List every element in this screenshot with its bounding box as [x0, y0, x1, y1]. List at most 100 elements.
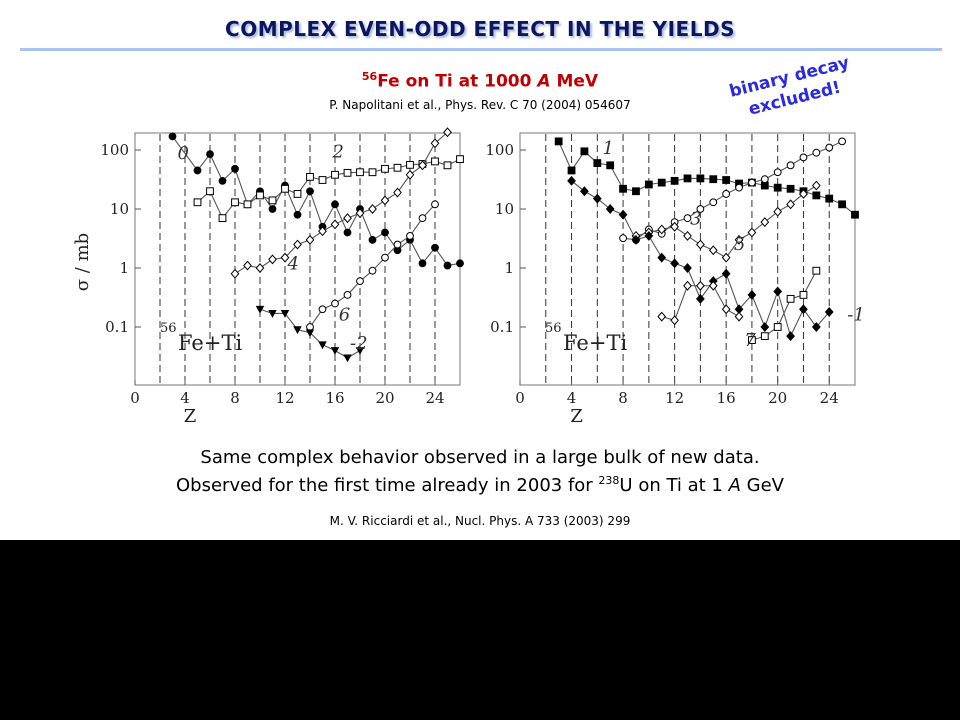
data-point	[280, 310, 290, 318]
y-tick-label: 10	[495, 200, 514, 218]
x-axis-label: Z	[570, 406, 583, 427]
data-point	[405, 169, 415, 180]
data-point	[193, 198, 202, 207]
data-point	[786, 199, 795, 210]
data-point	[231, 164, 239, 173]
series-line	[309, 203, 436, 328]
y-tick-label: 0.1	[105, 318, 129, 336]
title-underline	[20, 48, 942, 51]
data-point	[709, 198, 718, 207]
series-label: 0	[178, 143, 189, 164]
x-tick-label: 4	[180, 389, 190, 407]
data-point	[567, 166, 576, 175]
series-label: 4	[287, 253, 299, 274]
data-point	[255, 305, 265, 314]
data-point	[670, 258, 679, 269]
x-tick-label: 4	[567, 389, 577, 407]
body-line-2-pre: Observed for the first time already in 2…	[176, 475, 599, 496]
data-point	[670, 221, 679, 232]
data-point	[330, 219, 340, 230]
data-point	[418, 214, 427, 223]
data-point	[355, 347, 365, 355]
data-point	[318, 341, 327, 350]
data-point	[406, 160, 414, 169]
data-point	[343, 354, 352, 363]
data-point	[773, 183, 782, 192]
series-6: 6	[306, 200, 439, 331]
data-point	[580, 147, 589, 156]
data-point	[330, 347, 340, 355]
data-point	[644, 180, 653, 189]
data-point	[811, 180, 821, 191]
body-line-2-italic: A	[728, 475, 741, 496]
data-point	[799, 153, 808, 162]
data-point	[230, 268, 240, 279]
body-line-2-end: GeV	[740, 475, 784, 496]
data-point	[281, 184, 289, 193]
data-point	[406, 231, 414, 240]
data-point	[268, 196, 277, 205]
data-point	[318, 305, 327, 314]
series--2: -2	[255, 305, 368, 363]
data-point	[708, 245, 718, 256]
data-point	[799, 291, 808, 299]
data-point	[280, 252, 290, 263]
data-point	[708, 280, 718, 291]
series-label: 5	[734, 234, 745, 255]
data-point	[812, 266, 821, 275]
data-point	[786, 294, 795, 303]
data-point	[231, 198, 239, 207]
data-point	[305, 234, 315, 245]
data-point	[786, 161, 795, 170]
y-axis-label: σ / mb	[72, 233, 93, 291]
data-point	[747, 289, 757, 300]
data-point	[456, 259, 464, 268]
body-line-2-mid: U on Ti at 1	[619, 475, 729, 496]
data-point	[554, 137, 563, 146]
data-point	[580, 186, 589, 197]
x-tick-label: 24	[820, 389, 839, 407]
data-point	[193, 166, 202, 175]
slide-title: COMPLEX EVEN-ODD EFFECT IN THE YIELDS	[225, 17, 735, 41]
data-point	[683, 263, 692, 273]
data-point	[306, 187, 314, 196]
chart-panel-2: 0.1 1 10 100 0 4 8 12 16 20 24 Z 56Fe+Ti 1 3 5 -1 7	[485, 132, 865, 427]
series-line	[172, 136, 461, 267]
data-point	[696, 293, 705, 304]
data-point	[206, 187, 214, 196]
body-line-1: Same complex behavior observed in a larg…	[200, 447, 760, 468]
data-point	[760, 332, 769, 341]
reaction-label: Fe+Ti	[563, 331, 627, 355]
data-point	[812, 148, 821, 157]
data-point	[644, 230, 654, 241]
data-point	[381, 228, 389, 237]
data-point	[631, 234, 641, 245]
data-point	[268, 310, 277, 318]
data-point	[773, 206, 783, 217]
data-point	[293, 190, 302, 198]
subtitle-mass-number: 56	[361, 70, 378, 83]
data-point	[605, 204, 615, 214]
data-point	[696, 205, 705, 213]
series-label: -2	[350, 333, 368, 354]
data-point	[619, 184, 627, 193]
plot-frame	[519, 132, 856, 386]
series-4: 4	[230, 127, 452, 279]
data-point	[760, 322, 770, 332]
body-line-2-mass: 238	[598, 474, 620, 487]
data-point	[657, 224, 667, 235]
data-point	[393, 187, 402, 198]
reaction-mass-number: 56	[545, 321, 562, 336]
data-point	[268, 205, 277, 213]
data-point	[721, 252, 731, 263]
body-line-2: Observed for the first time already in 2…	[0, 474, 960, 496]
x-tick-label: 8	[618, 389, 628, 407]
data-point	[786, 184, 795, 193]
data-point	[168, 132, 177, 141]
series-label: 6	[339, 304, 350, 325]
data-point	[760, 175, 769, 184]
series-label: 7	[744, 330, 756, 351]
data-point	[293, 239, 302, 250]
data-point	[356, 168, 364, 177]
